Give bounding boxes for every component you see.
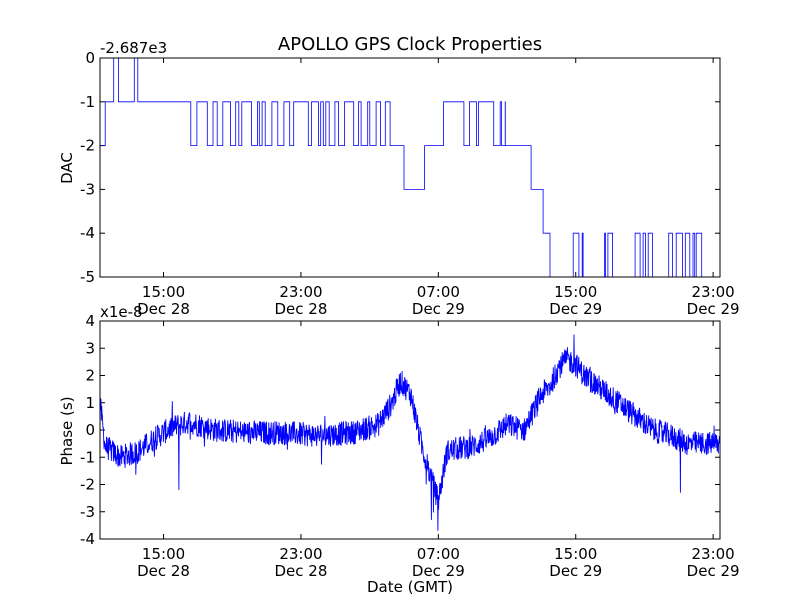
xtick-date-label: Dec 28 [274,300,327,318]
ytick-label: 1 [85,394,95,412]
xtick-time-label: 15:00 [142,283,185,301]
xtick-time-label: 23:00 [692,283,735,301]
xtick-date-label: Dec 29 [687,300,740,318]
phase-ylabel: Phase (s) [58,396,76,465]
xtick-time-label: 15:00 [554,545,597,563]
xtick-date-label: Dec 28 [274,562,327,580]
ytick-label: -2 [80,476,95,494]
dac-axes-frame [99,57,721,278]
ytick-label: -4 [80,224,95,242]
phase-line [99,334,721,531]
xtick-time-label: 07:00 [417,545,460,563]
ytick-label: 0 [85,421,95,439]
xtick-time-label: 07:00 [417,283,460,301]
phase-axes-frame [99,320,721,540]
xtick-date-label: Dec 29 [549,300,602,318]
xtick-date-label: Dec 29 [687,562,740,580]
ytick-label: -4 [80,530,95,548]
phase-xlabel: Date (GMT) [367,578,453,596]
xtick-date-label: Dec 29 [412,562,465,580]
figure-title: APOLLO GPS Clock Properties [278,34,542,55]
xtick-time-label: 15:00 [554,283,597,301]
phase-offset-label: x1e-8 [100,303,143,321]
xtick-date-label: Dec 28 [137,300,190,318]
dac-offset-label: -2.687e3 [100,39,167,57]
dac-series [100,57,720,278]
ytick-label: 2 [85,367,95,385]
xtick-time-label: 23:00 [279,283,322,301]
ytick-label: -2 [80,137,95,155]
xtick-date-label: Dec 28 [137,562,190,580]
ytick-label: -1 [80,448,95,466]
dac-line [100,57,720,278]
xtick-time-label: 15:00 [142,545,185,563]
phase-series [99,334,721,531]
ytick-label: 3 [85,339,95,357]
ytick-label: 4 [85,312,95,330]
xtick-date-label: Dec 29 [549,562,602,580]
xtick-time-label: 23:00 [692,545,735,563]
ytick-label: -1 [80,93,95,111]
xtick-date-label: Dec 29 [412,300,465,318]
ytick-label: -3 [80,180,95,198]
xtick-time-label: 23:00 [279,545,322,563]
dac-ylabel: DAC [58,152,76,184]
ytick-label: -5 [80,268,95,286]
ytick-label: 0 [85,49,95,67]
ytick-label: -3 [80,503,95,521]
